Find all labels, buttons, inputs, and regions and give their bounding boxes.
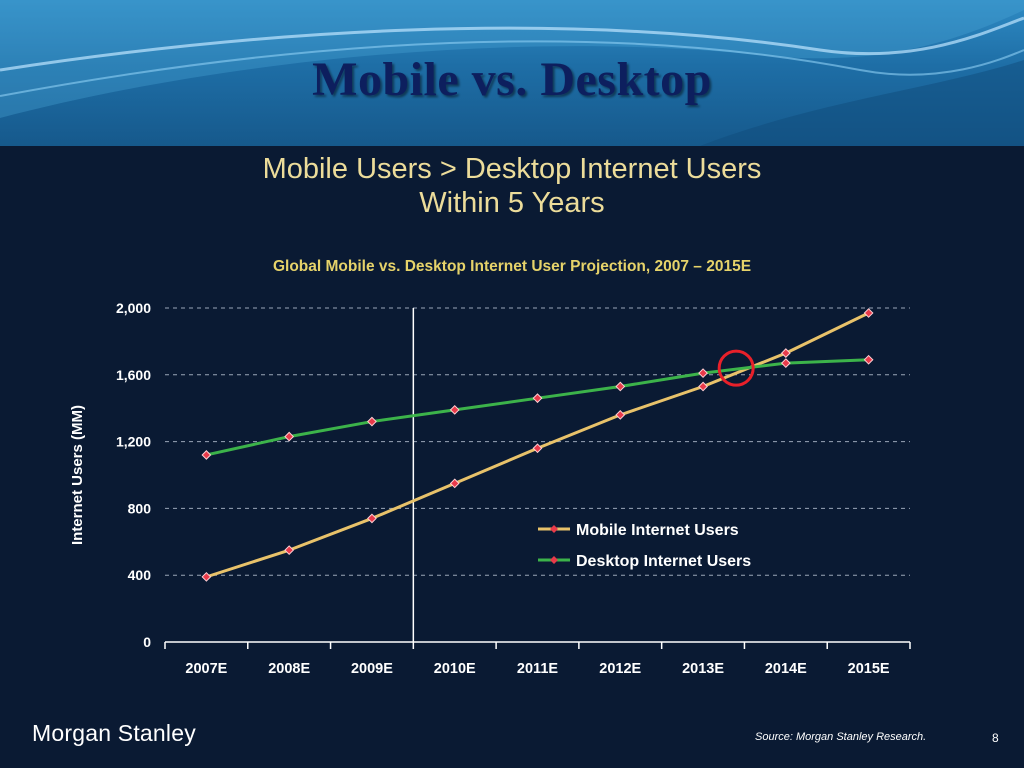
- brand-logo-text: Morgan Stanley: [32, 720, 196, 746]
- data-point: [284, 431, 295, 442]
- data-point: [615, 409, 626, 420]
- x-tick-label: 2014E: [765, 661, 807, 677]
- data-point: [532, 443, 543, 454]
- data-point: [780, 358, 791, 369]
- y-tick-label: 0: [143, 634, 151, 650]
- legend-marker: [550, 525, 558, 533]
- data-point: [367, 513, 377, 524]
- data-point: [201, 571, 212, 582]
- data-point: [863, 354, 874, 365]
- slide-title: Mobile vs. Desktop: [312, 53, 712, 106]
- x-tick-label: 2012E: [599, 661, 641, 677]
- y-axis-label: Internet Users (MM): [69, 405, 86, 545]
- data-point: [863, 308, 874, 318]
- source-note: Source: Morgan Stanley Research.: [755, 731, 927, 743]
- slide-header: Mobile vs. Desktop: [0, 0, 1024, 146]
- x-tick-label: 2007E: [185, 661, 227, 677]
- x-tick-label: 2008E: [268, 661, 310, 677]
- legend-label: Desktop Internet Users: [576, 553, 751, 570]
- headline-line-2: Within 5 Years: [419, 187, 605, 219]
- headline-line-1: Mobile Users > Desktop Internet Users: [262, 153, 762, 185]
- data-point: [367, 416, 377, 427]
- legend-marker: [550, 556, 558, 564]
- data-point: [698, 381, 708, 392]
- x-tick-label: 2011E: [517, 661, 558, 677]
- axes: 0 400 800 1,200 1,600 2,000 2007E 2008E 2009E 201…: [116, 300, 911, 677]
- page-number: 8: [992, 731, 999, 745]
- y-tick-label: 1,200: [116, 434, 151, 450]
- x-tick-label: 2013E: [682, 661, 724, 677]
- series-line-desktop: [206, 358, 869, 457]
- x-tick-label: 2009E: [351, 661, 393, 677]
- slide-headline: Mobile Users > Desktop Internet Users Wi…: [0, 152, 1024, 220]
- data-point: [201, 450, 212, 460]
- data-point: [615, 381, 626, 392]
- legend: Mobile Internet Users Desktop Internet Us…: [538, 522, 751, 570]
- y-tick-label: 1,600: [116, 367, 151, 383]
- data-point: [449, 404, 460, 415]
- data-point: [780, 348, 791, 358]
- y-tick-label: 800: [128, 500, 152, 516]
- data-point: [532, 393, 543, 404]
- y-tick-label: 2,000: [116, 300, 151, 316]
- series: [201, 308, 874, 582]
- crossover-highlight-circle: [717, 349, 755, 387]
- y-tick-label: 400: [128, 567, 152, 583]
- legend-label: Mobile Internet Users: [576, 522, 739, 539]
- header-wave-decoration: [0, 0, 1024, 146]
- data-point: [449, 478, 460, 489]
- slide-content: [0, 146, 1024, 768]
- chart-title: Global Mobile vs. Desktop Internet User …: [272, 258, 752, 275]
- x-tick-label: 2010E: [434, 661, 476, 677]
- data-point: [698, 368, 708, 379]
- x-tick-label: 2015E: [848, 661, 890, 677]
- data-point: [284, 545, 295, 556]
